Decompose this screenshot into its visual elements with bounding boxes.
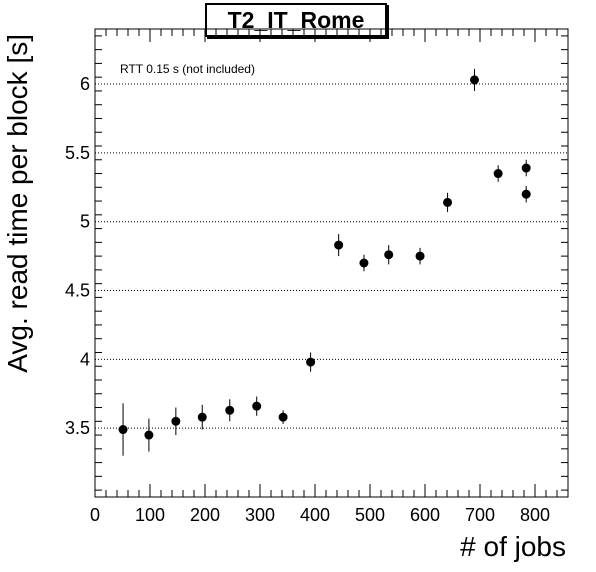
- chart-title: T2_IT_Rome: [205, 3, 387, 37]
- data-point: [521, 189, 531, 199]
- data-point: [493, 169, 503, 179]
- plot-frame: [94, 28, 569, 498]
- data-point: [144, 430, 154, 440]
- y-axis-ticks: 3.5 4 4.5 5 5.5 6: [65, 35, 568, 491]
- x-tick-label: 100: [135, 505, 165, 525]
- x-tick-label: 600: [410, 505, 440, 525]
- y-tick-label: 6: [80, 74, 90, 94]
- data-point: [470, 75, 479, 85]
- data-point: [252, 401, 262, 411]
- grid-lines: [95, 83, 568, 429]
- data-point: [521, 163, 531, 173]
- y-tick-label: 5: [80, 212, 90, 232]
- x-tick-label: 200: [190, 505, 220, 525]
- y-tick-label: 5.5: [65, 143, 90, 163]
- data-point: [197, 412, 207, 422]
- y-tick-label: 4.5: [65, 281, 90, 301]
- y-tick-label: 4: [80, 349, 90, 369]
- y-tick-label: 3.5: [65, 418, 90, 438]
- x-tick-label: 700: [465, 505, 495, 525]
- data-point: [171, 416, 181, 426]
- data-point: [334, 240, 344, 250]
- data-point: [118, 425, 128, 435]
- x-tick-label: 300: [245, 505, 275, 525]
- x-tick-label: 800: [520, 505, 550, 525]
- data-point: [384, 250, 394, 260]
- data-point: [443, 197, 453, 207]
- data-point: [306, 357, 316, 367]
- data-point: [225, 405, 235, 415]
- data-point: [359, 258, 369, 268]
- rtt-annotation: RTT 0.15 s (not included): [120, 62, 255, 76]
- data-point: [278, 412, 288, 422]
- data-points: [118, 68, 531, 456]
- x-tick-label: 0: [90, 505, 100, 525]
- y-axis-title: Avg. read time per block [s]: [2, 34, 33, 373]
- x-axis-title: # of jobs: [460, 531, 566, 562]
- data-point: [415, 251, 425, 261]
- x-axis-ticks: 0 100 200 300 400 500 600 700 800: [90, 29, 569, 525]
- x-tick-label: 400: [300, 505, 330, 525]
- x-tick-label: 500: [355, 505, 385, 525]
